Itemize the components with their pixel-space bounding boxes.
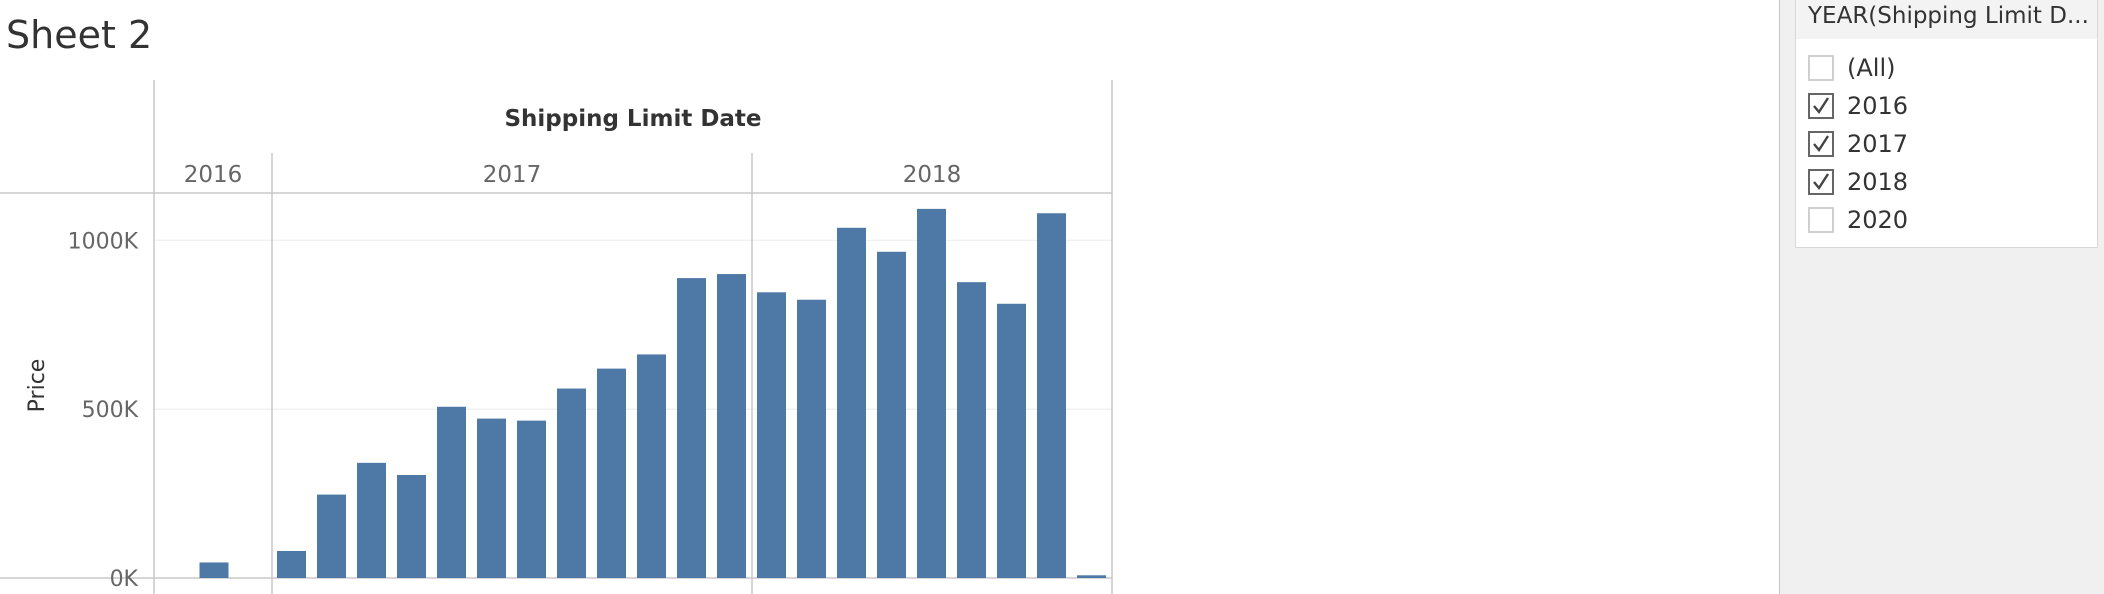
bar bbox=[557, 388, 586, 578]
bar bbox=[437, 406, 466, 578]
bar bbox=[597, 368, 626, 578]
bar bbox=[797, 299, 826, 578]
column-header: Shipping Limit Date bbox=[504, 106, 761, 132]
y-tick-label: 0K bbox=[110, 567, 139, 592]
filter-item-all[interactable]: (All) bbox=[1808, 49, 2097, 87]
bar bbox=[837, 227, 866, 578]
filter-item-label: 2018 bbox=[1847, 168, 1909, 196]
bar bbox=[477, 418, 506, 578]
bar-chart: Shipping Limit Date 2016 2017 2018 0K 500K 100… bbox=[0, 80, 1113, 594]
y-axis-title: Price bbox=[25, 359, 50, 413]
y-tick-label: 500K bbox=[82, 398, 139, 423]
filter-item-2020[interactable]: 2020 bbox=[1808, 201, 2097, 239]
filter-item-label: 2017 bbox=[1847, 130, 1909, 158]
filter-item-2017[interactable]: 2017 bbox=[1808, 125, 2097, 163]
sheet-title: Sheet 2 bbox=[6, 13, 153, 57]
bar bbox=[1037, 213, 1066, 578]
checkmark-icon bbox=[1813, 135, 1830, 153]
filter-item-2016[interactable]: 2016 bbox=[1808, 87, 2097, 125]
bar bbox=[317, 494, 346, 578]
year-label: 2017 bbox=[483, 162, 542, 188]
bar bbox=[1077, 575, 1106, 578]
filter-item-label: (All) bbox=[1847, 54, 1896, 82]
checkbox[interactable] bbox=[1808, 55, 1834, 81]
bar bbox=[997, 303, 1026, 578]
bar bbox=[877, 251, 906, 578]
bar bbox=[917, 208, 946, 578]
filter-item-label: 2020 bbox=[1847, 206, 1909, 234]
bar bbox=[717, 274, 746, 578]
filter-item-2018[interactable]: 2018 bbox=[1808, 163, 2097, 201]
year-label: 2018 bbox=[903, 162, 962, 188]
bar bbox=[199, 562, 229, 578]
bar bbox=[957, 282, 986, 578]
checkmark-icon bbox=[1813, 173, 1830, 191]
bar bbox=[637, 354, 666, 578]
year-label: 2016 bbox=[184, 162, 243, 188]
checkbox[interactable] bbox=[1808, 169, 1834, 195]
checkbox[interactable] bbox=[1808, 93, 1834, 119]
bar bbox=[757, 292, 786, 578]
checkbox[interactable] bbox=[1808, 131, 1834, 157]
filter-title: YEAR(Shipping Limit D... bbox=[1796, 0, 2097, 39]
bar bbox=[517, 420, 546, 578]
bar bbox=[277, 550, 306, 578]
filter-item-label: 2016 bbox=[1847, 92, 1909, 120]
checkmark-icon bbox=[1813, 97, 1830, 115]
right-panel: YEAR(Shipping Limit D... (All) 2016 2017 20… bbox=[1779, 0, 2104, 594]
checkbox[interactable] bbox=[1808, 207, 1834, 233]
y-tick-label: 1000K bbox=[68, 229, 139, 254]
filter-list: (All) 2016 2017 2018 2020 bbox=[1796, 39, 2097, 239]
bar bbox=[357, 462, 386, 578]
year-filter-card: YEAR(Shipping Limit D... (All) 2016 2017 20… bbox=[1795, 0, 2098, 248]
bar bbox=[677, 278, 706, 578]
bar bbox=[397, 474, 426, 578]
